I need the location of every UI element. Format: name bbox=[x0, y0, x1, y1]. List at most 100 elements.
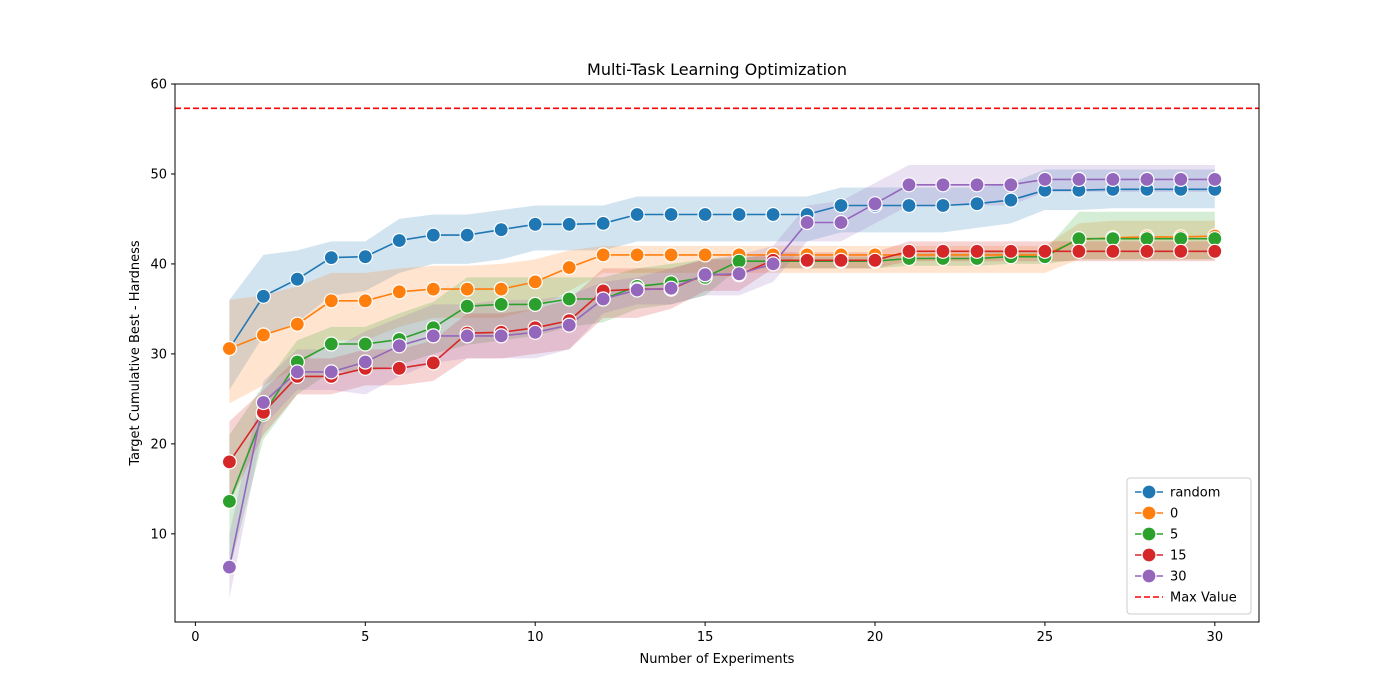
point-0-15 bbox=[697, 247, 713, 263]
point-5-8 bbox=[459, 298, 475, 314]
x-tick-label-25: 25 bbox=[1037, 630, 1054, 645]
y-axis-ticks: 10 20 30 40 50 60 bbox=[150, 78, 175, 542]
point-5-26 bbox=[1071, 231, 1087, 247]
x-tick-label-10: 10 bbox=[527, 630, 544, 645]
point-random-9 bbox=[493, 222, 509, 238]
point-0-3 bbox=[289, 316, 305, 332]
legend-label-5: 5 bbox=[1170, 528, 1178, 543]
point-30-19 bbox=[833, 214, 849, 231]
point-30-26 bbox=[1071, 171, 1087, 187]
point-5-29 bbox=[1173, 231, 1189, 247]
point-30-11 bbox=[561, 317, 577, 333]
legend-label-random: random bbox=[1170, 486, 1220, 501]
plot-frame bbox=[174, 83, 1260, 623]
legend-entry-5: 5 bbox=[1135, 526, 1178, 543]
point-random-17 bbox=[765, 206, 781, 223]
x-tick-label-30: 30 bbox=[1207, 630, 1224, 645]
legend-marker-15 bbox=[1141, 547, 1157, 563]
point-random-19 bbox=[833, 197, 849, 214]
point-5-28 bbox=[1139, 231, 1155, 247]
legend-entry-max-value: Max Value bbox=[1135, 591, 1237, 606]
point-0-1 bbox=[221, 340, 237, 357]
legend-marker-5 bbox=[1141, 526, 1157, 542]
point-0-13 bbox=[629, 247, 645, 263]
point-30-2 bbox=[255, 394, 271, 411]
point-30-28 bbox=[1139, 171, 1155, 187]
point-15-18 bbox=[799, 252, 815, 268]
point-random-13 bbox=[629, 206, 645, 223]
point-30-27 bbox=[1105, 171, 1121, 187]
point-15-29 bbox=[1173, 243, 1189, 259]
legend-entry-0: 0 bbox=[1135, 505, 1178, 522]
point-random-23 bbox=[969, 196, 985, 212]
x-tick-label-15: 15 bbox=[697, 630, 714, 645]
point-5-1 bbox=[221, 493, 237, 509]
point-5-30 bbox=[1207, 231, 1223, 247]
point-5-5 bbox=[357, 336, 373, 352]
y-axis-label: Target Cumulative Best - Hardness bbox=[128, 240, 143, 467]
point-5-9 bbox=[493, 296, 509, 312]
point-15-25 bbox=[1037, 243, 1053, 259]
x-tick-label-5: 5 bbox=[361, 630, 369, 645]
point-5-4 bbox=[323, 336, 339, 352]
point-30-22 bbox=[935, 177, 951, 193]
legend: random 0 5 15 30 Max Value bbox=[1126, 477, 1252, 615]
legend-label-max-value: Max Value bbox=[1170, 591, 1237, 606]
legend-label-0: 0 bbox=[1170, 507, 1178, 522]
point-15-19 bbox=[833, 252, 849, 268]
point-15-20 bbox=[867, 252, 883, 268]
point-30-1 bbox=[221, 559, 237, 575]
point-random-10 bbox=[527, 216, 543, 232]
x-tick-label-20: 20 bbox=[867, 630, 884, 645]
legend-label-15: 15 bbox=[1170, 549, 1187, 564]
point-30-14 bbox=[663, 280, 679, 296]
point-15-24 bbox=[1003, 243, 1019, 259]
legend-marker-random bbox=[1141, 484, 1157, 500]
point-15-26 bbox=[1071, 243, 1087, 259]
point-random-15 bbox=[697, 206, 713, 223]
point-30-3 bbox=[289, 364, 305, 380]
x-axis-label: Number of Experiments bbox=[640, 652, 795, 667]
point-random-12 bbox=[595, 215, 611, 231]
legend-entry-30: 30 bbox=[1135, 568, 1187, 585]
point-0-12 bbox=[595, 247, 611, 263]
point-random-22 bbox=[935, 197, 951, 214]
x-axis-ticks: 0 5 10 15 20 25 30 bbox=[191, 622, 1223, 645]
band-5 bbox=[229, 211, 1215, 570]
point-0-10 bbox=[527, 274, 543, 290]
point-5-10 bbox=[527, 296, 543, 312]
point-30-7 bbox=[425, 328, 441, 344]
point-30-17 bbox=[765, 256, 781, 272]
y-tick-label-30: 30 bbox=[150, 347, 167, 362]
point-30-24 bbox=[1003, 177, 1019, 193]
point-30-16 bbox=[731, 266, 747, 282]
point-random-24 bbox=[1003, 192, 1019, 208]
point-30-25 bbox=[1037, 171, 1053, 187]
point-random-6 bbox=[391, 232, 407, 249]
point-15-23 bbox=[969, 243, 985, 259]
point-15-21 bbox=[901, 243, 917, 259]
point-random-2 bbox=[255, 288, 271, 304]
point-0-6 bbox=[391, 284, 407, 300]
y-tick-label-10: 10 bbox=[150, 527, 167, 542]
point-30-15 bbox=[697, 267, 713, 283]
point-30-18 bbox=[799, 214, 815, 231]
point-random-7 bbox=[425, 227, 441, 243]
point-15-6 bbox=[391, 360, 407, 376]
y-tick-label-20: 20 bbox=[150, 437, 167, 452]
point-0-9 bbox=[493, 281, 509, 297]
point-30-23 bbox=[969, 177, 985, 193]
point-random-11 bbox=[561, 216, 577, 232]
legend-label-30: 30 bbox=[1170, 570, 1187, 585]
point-30-10 bbox=[527, 324, 543, 340]
point-random-4 bbox=[323, 250, 339, 266]
point-30-21 bbox=[901, 177, 917, 193]
y-tick-label-60: 60 bbox=[150, 78, 167, 93]
point-30-8 bbox=[459, 328, 475, 344]
point-0-8 bbox=[459, 281, 475, 297]
point-5-27 bbox=[1105, 231, 1121, 247]
point-15-27 bbox=[1105, 243, 1121, 259]
chart-title: Multi-Task Learning Optimization bbox=[587, 60, 847, 79]
legend-marker-30 bbox=[1141, 568, 1157, 584]
